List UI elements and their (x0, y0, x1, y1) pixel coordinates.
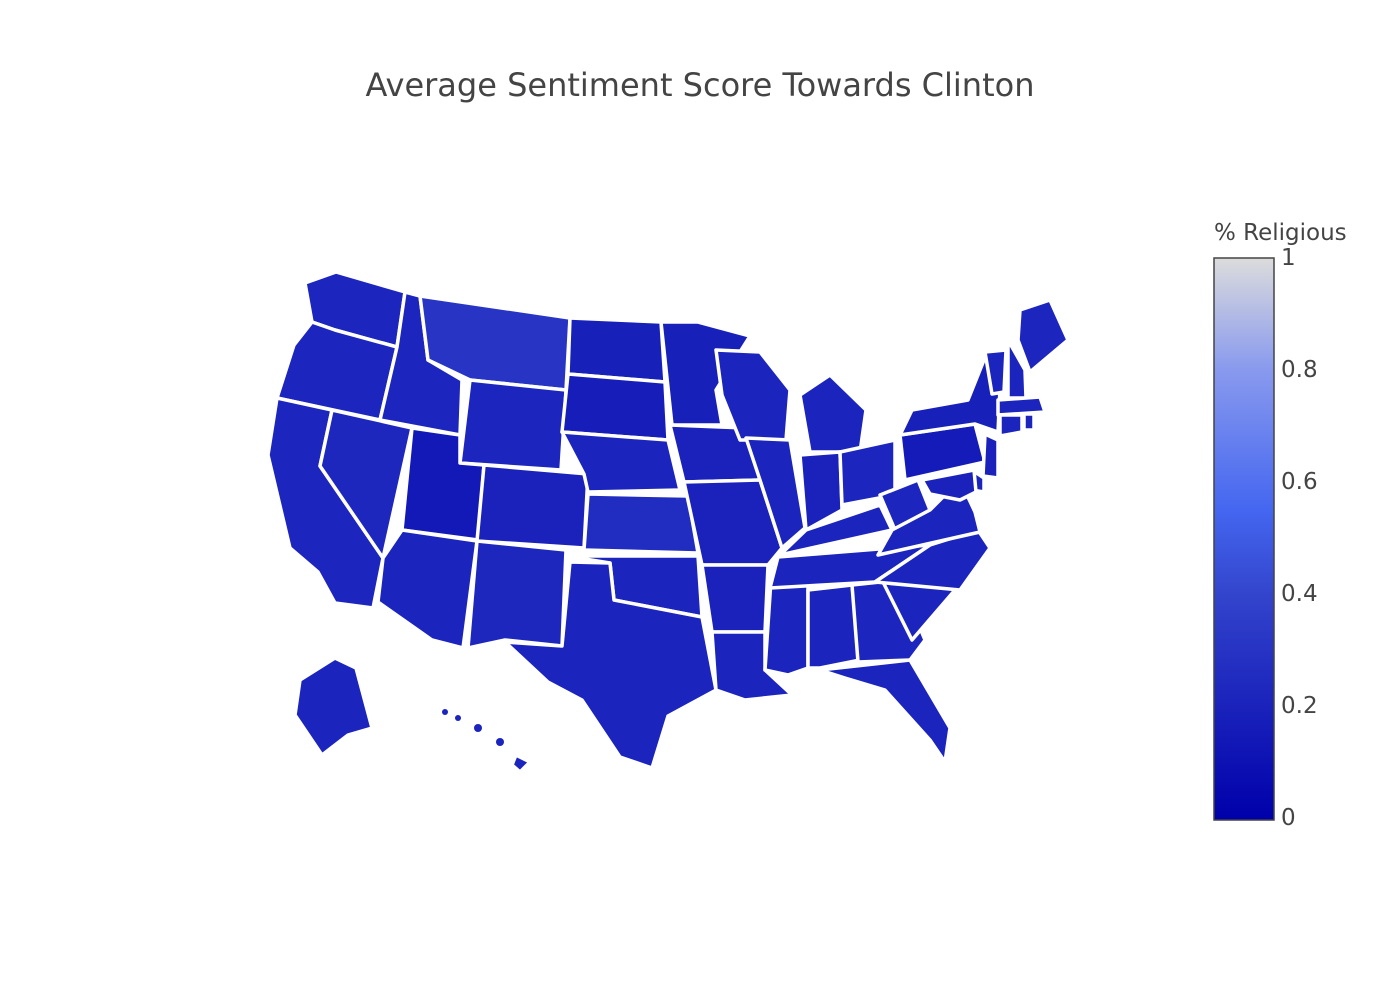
colorbar-title: % Religious (1214, 220, 1347, 246)
state-la[interactable] (710, 630, 794, 702)
state-mo[interactable] (682, 478, 784, 567)
state-hi-island-0 (442, 709, 448, 715)
state-az[interactable] (376, 528, 479, 650)
state-vt[interactable] (983, 348, 1008, 396)
colorbar-tick-0: 0 (1281, 805, 1296, 831)
state-mi[interactable] (798, 373, 868, 454)
state-ri[interactable] (1022, 412, 1036, 432)
state-hi-island-3 (496, 738, 504, 746)
state-ne[interactable] (560, 430, 682, 494)
state-fl[interactable] (818, 658, 952, 764)
colorbar-tick-0-2: 0.2 (1281, 693, 1318, 719)
state-ma[interactable] (996, 395, 1047, 417)
colorbar-tick-0-4: 0.4 (1281, 581, 1318, 607)
state-md[interactable] (920, 468, 978, 502)
colorbar-tick-1: 1 (1281, 245, 1296, 271)
state-sd[interactable] (560, 372, 670, 442)
chart-title: Average Sentiment Score Towards Clinton (365, 66, 1035, 104)
state-wy[interactable] (458, 378, 568, 472)
state-ny[interactable] (898, 348, 1002, 437)
state-me[interactable] (1016, 298, 1070, 374)
state-ks[interactable] (582, 492, 700, 555)
state-in[interactable] (798, 450, 844, 532)
state-hi-island-2 (474, 724, 482, 732)
colorbar-tick-0-6: 0.6 (1281, 469, 1318, 495)
state-nj[interactable] (981, 432, 1000, 480)
state-hi[interactable] (510, 753, 532, 774)
state-il[interactable] (744, 436, 807, 550)
state-ar[interactable] (700, 563, 770, 634)
colorbar-tick-0-8: 0.8 (1281, 357, 1318, 383)
state-nm[interactable] (466, 539, 568, 650)
state-al[interactable] (806, 583, 862, 670)
state-hi-island-1 (455, 715, 461, 721)
state-nc[interactable] (873, 528, 992, 592)
state-tx[interactable] (503, 560, 718, 770)
state-ct[interactable] (998, 413, 1024, 438)
state-ak[interactable] (293, 656, 374, 757)
state-nd[interactable] (566, 316, 667, 384)
state-co[interactable] (475, 463, 590, 550)
